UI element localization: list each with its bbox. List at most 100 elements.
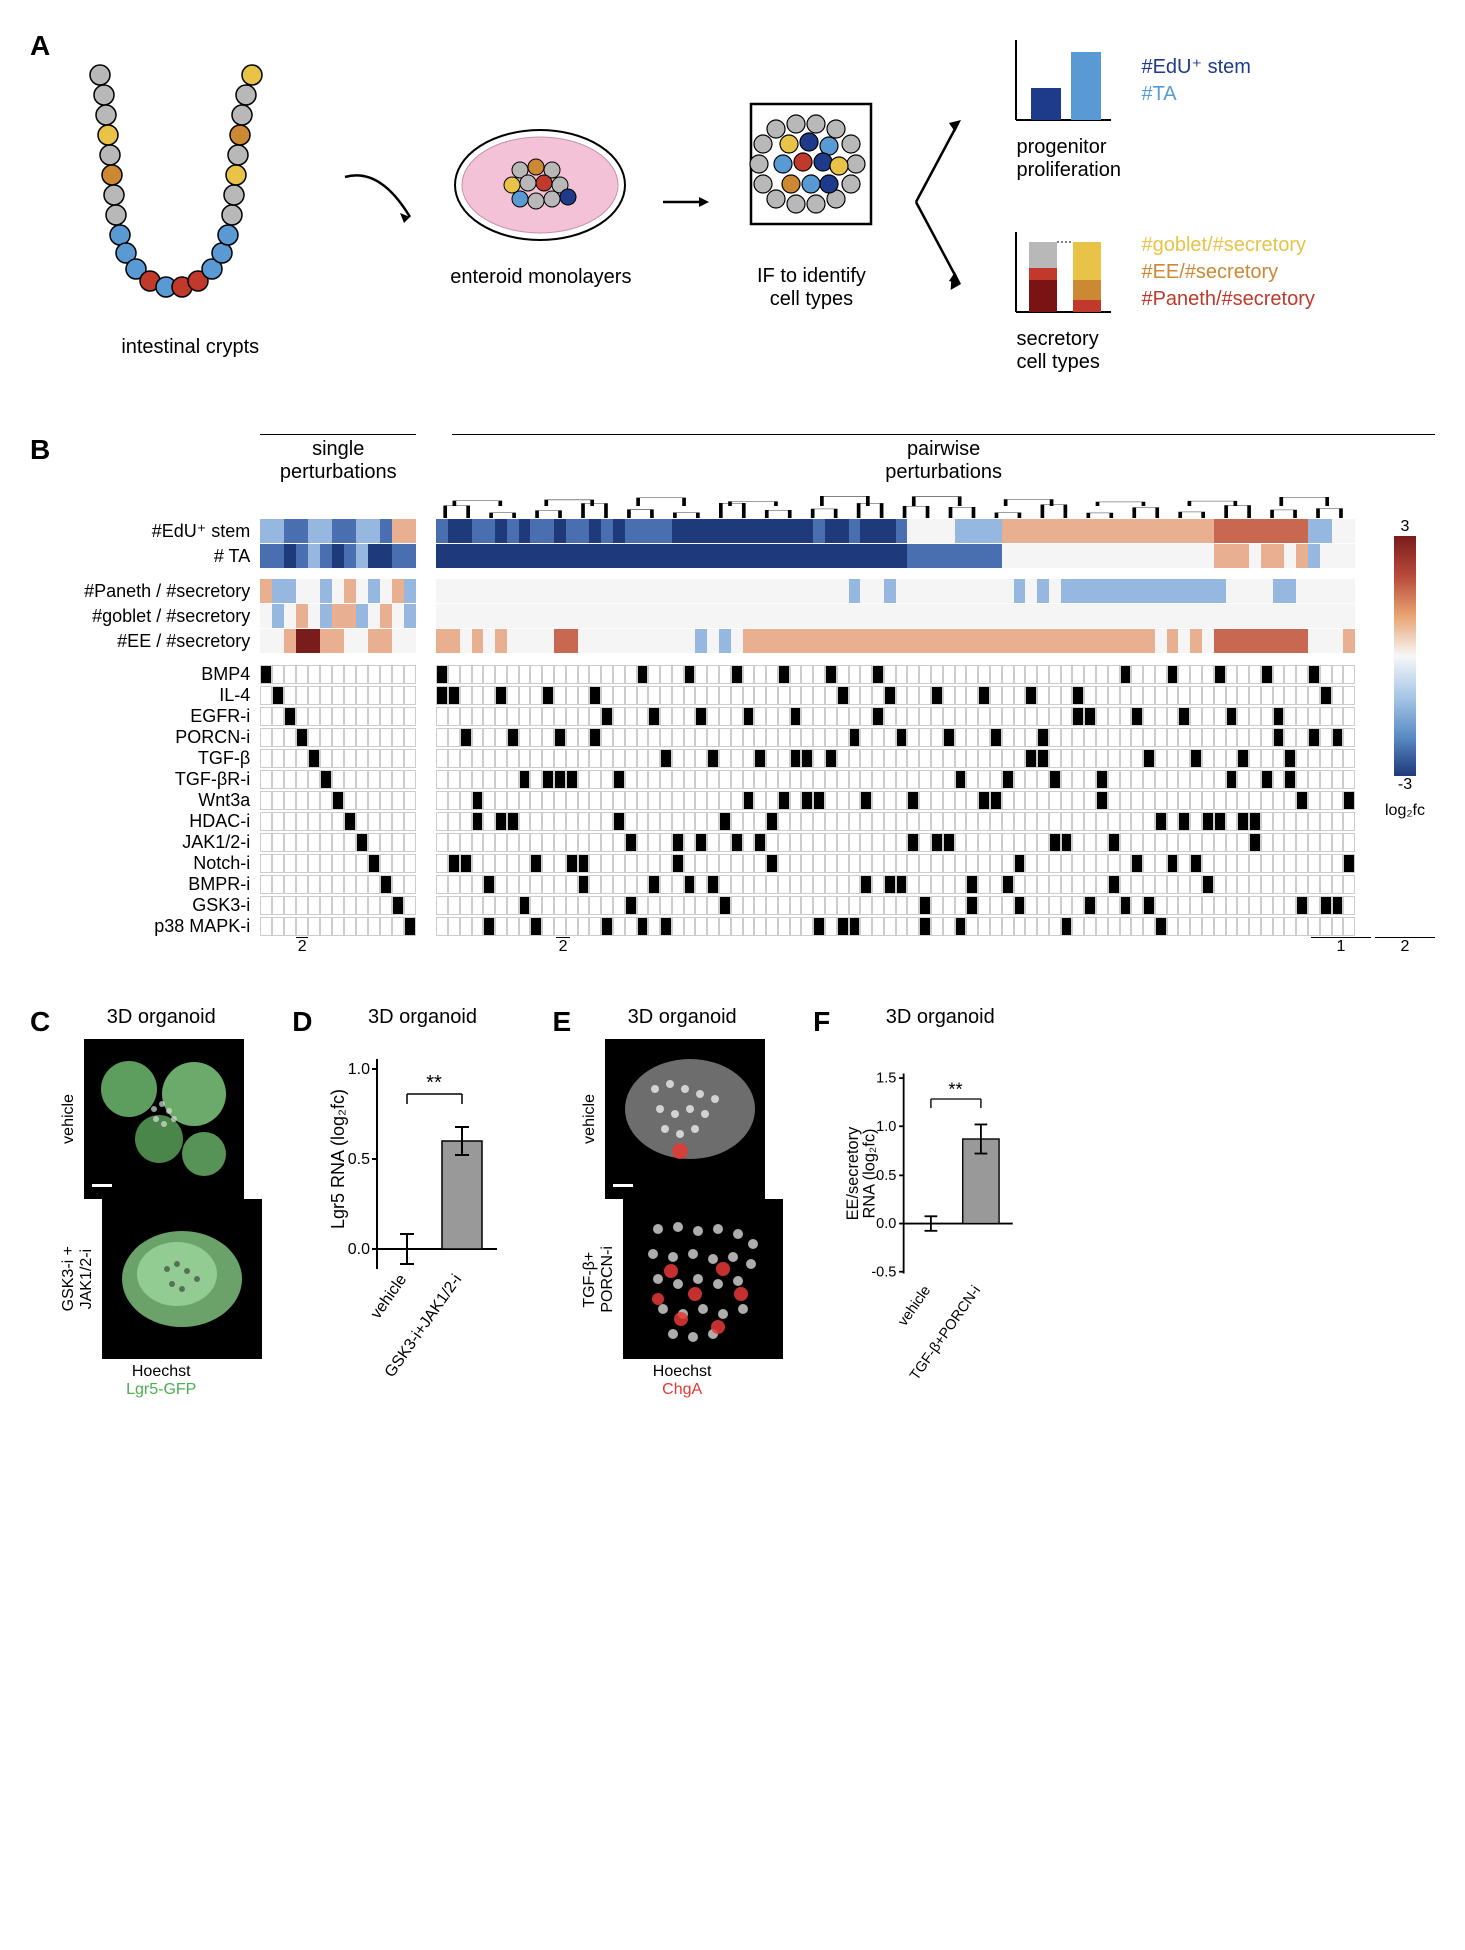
- e-label-vehicle: vehicle: [581, 1094, 599, 1144]
- matrix-row: HDAC-i: [70, 811, 1355, 832]
- panel-b-label: B: [30, 434, 50, 466]
- c-label-gsk: GSK3-i +JAK1/2-i: [60, 1246, 96, 1311]
- annot-pair-2: 2: [556, 937, 570, 956]
- panel-f-label: F: [813, 1006, 830, 1038]
- proliferation-caption-block: #EdU⁺ stem #TA: [1141, 54, 1250, 106]
- svg-text:0.5: 0.5: [876, 1168, 896, 1184]
- prol-cap1: progenitor: [1016, 136, 1106, 158]
- matrix-row: BMPR-i: [70, 874, 1355, 895]
- micrograph-c-vehicle: [84, 1039, 244, 1199]
- heatmap-row-label: #goblet / #secretory: [70, 606, 260, 627]
- if-l2: cell types: [770, 288, 853, 310]
- matrix-row: BMP4: [70, 664, 1355, 685]
- panel-d-content: 3D organoid 1.0 0.5 0.0 Lgr5 RNA (log₂fc…: [322, 1006, 522, 1404]
- e-row1: vehicle: [581, 1039, 783, 1199]
- svg-text:**: **: [949, 1079, 963, 1099]
- leg-ee: #EE/#secretory: [1141, 261, 1314, 284]
- secretory-chart: [1001, 222, 1121, 322]
- panel-a-label: A: [30, 30, 50, 62]
- matrix-row: Notch-i: [70, 853, 1355, 874]
- svg-text:vehicle: vehicle: [368, 1271, 411, 1322]
- matrix-row: JAK1/2-i: [70, 832, 1355, 853]
- svg-text:1.5: 1.5: [876, 1071, 896, 1087]
- panel-d: D 3D organoid 1.0 0.5 0.0 Lgr5 RNA (log₂…: [292, 1006, 522, 1404]
- proliferation-chart: [1001, 30, 1121, 130]
- sec-cap2: cell types: [1016, 351, 1099, 373]
- e-chga: ChgA: [662, 1381, 702, 1398]
- leg-goblet: #goblet/#secretory: [1141, 234, 1314, 257]
- colorbar: [1394, 536, 1416, 776]
- annot-pair-2b: 2: [1375, 937, 1435, 956]
- secretory-legend: #goblet/#secretory #EE/#secretory #Panet…: [1141, 234, 1314, 311]
- dendrogram: [70, 488, 1355, 518]
- svg-text:0.0: 0.0: [348, 1241, 370, 1258]
- matrix-row-label: EGFR-i: [70, 706, 260, 727]
- cb-min: -3: [1398, 776, 1412, 794]
- heatmap-row: #Paneth / #secretory: [70, 579, 1355, 603]
- arrow-split: [911, 72, 971, 332]
- e-row2: TGF-β+PORCN-i: [581, 1199, 783, 1359]
- svg-text:-0.5: -0.5: [872, 1264, 897, 1280]
- matrix-row-label: HDAC-i: [70, 811, 260, 832]
- crypt-caption: intestinal crypts: [70, 336, 310, 359]
- leg-ta: #TA: [1141, 83, 1250, 106]
- matrix-row-label: BMPR-i: [70, 874, 260, 895]
- e-stains: Hoechst ChgA: [581, 1363, 783, 1399]
- svg-text:1.0: 1.0: [876, 1119, 896, 1135]
- panel-b-content: singleperturbations pairwiseperturbation…: [70, 434, 1435, 956]
- matrix-row: PORCN-i: [70, 727, 1355, 748]
- matrix-row-label: BMP4: [70, 664, 260, 685]
- matrix-row: IL-4: [70, 685, 1355, 706]
- panel-e-label: E: [552, 1006, 571, 1038]
- e-label-tgf: TGF-β+PORCN-i: [581, 1246, 617, 1313]
- panel-a-right: #EdU⁺ stem #TA progenitor proliferation: [1001, 30, 1314, 374]
- heatmap-row: # TA: [70, 544, 1355, 568]
- prol-cap2: proliferation: [1016, 159, 1121, 181]
- heatmap-wrapper: #EdU⁺ stem # TA #Paneth / #secretory #goble…: [70, 488, 1435, 937]
- matrix-row: p38 MAPK-i: [70, 916, 1355, 937]
- c-label-vehicle: vehicle: [60, 1094, 78, 1144]
- cb-label: log₂fc: [1385, 802, 1425, 820]
- heatmap-row: #goblet / #secretory: [70, 604, 1355, 628]
- heatmap-row-label: # TA: [70, 546, 260, 567]
- annot-single: 2: [260, 937, 416, 956]
- panel-f: F 3D organoid 1.5 1.0 0.5 0.0 -0.5 EE/se…: [813, 1006, 1040, 1404]
- colorbar-wrapper: 3 -3 log₂fc: [1375, 518, 1435, 937]
- c-row1: vehicle: [60, 1039, 262, 1199]
- e-hoechst: Hoechst: [653, 1363, 712, 1380]
- panel-c-title: 3D organoid: [60, 1006, 262, 1029]
- panel-d-chart: 1.0 0.5 0.0 Lgr5 RNA (log₂fc) ** v: [322, 1039, 522, 1399]
- svg-text:RNA (log₂fc): RNA (log₂fc): [861, 1129, 879, 1219]
- matrix-row-label: TGF-β: [70, 748, 260, 769]
- panel-b: B singleperturbations pairwiseperturbati…: [30, 434, 1435, 956]
- leg-paneth: #Paneth/#secretory: [1141, 288, 1314, 311]
- if-l1: IF to identify: [757, 265, 866, 287]
- heatmap-main: #EdU⁺ stem # TA #Paneth / #secretory #goble…: [70, 488, 1355, 937]
- proliferation-legend: #EdU⁺ stem #TA: [1141, 54, 1250, 106]
- svg-text:0.0: 0.0: [876, 1216, 896, 1232]
- panel-f-title: 3D organoid: [840, 1006, 1040, 1029]
- c-stains: Hoechst Lgr5-GFP: [60, 1363, 262, 1399]
- panel-b-header: singleperturbations pairwiseperturbation…: [260, 434, 1435, 484]
- heatmap-row: #EE / #secretory: [70, 629, 1355, 653]
- if-svg: [741, 94, 881, 254]
- arrow-1: [340, 162, 420, 242]
- proliferation-caption: progenitor proliferation: [1016, 136, 1314, 182]
- matrix-row-label: Wnt3a: [70, 790, 260, 811]
- panel-c: C 3D organoid vehicle: [30, 1006, 262, 1399]
- panel-a: A: [30, 30, 1435, 374]
- panel-d-label: D: [292, 1006, 312, 1038]
- heatmap-row-label: #Paneth / #secretory: [70, 581, 260, 602]
- micrograph-c-gsk: [102, 1199, 262, 1359]
- annot-pair: 2 1 2: [436, 937, 1435, 956]
- dish-caption: enteroid monolayers: [450, 266, 631, 289]
- heatmap-row-label: #EdU⁺ stem: [70, 521, 260, 542]
- svg-text:**: **: [427, 1072, 443, 1094]
- if-block: IF to identify cell types: [741, 94, 881, 311]
- header-gap: [424, 434, 444, 484]
- panel-c-label: C: [30, 1006, 50, 1038]
- header-pair: pairwiseperturbations: [452, 434, 1435, 484]
- heatmap-row-label: #EE / #secretory: [70, 631, 260, 652]
- heatmap-row: #EdU⁺ stem: [70, 519, 1355, 543]
- svg-text:1.0: 1.0: [348, 1061, 370, 1078]
